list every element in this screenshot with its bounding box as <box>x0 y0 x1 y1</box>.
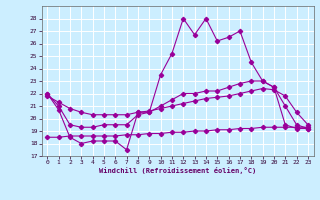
X-axis label: Windchill (Refroidissement éolien,°C): Windchill (Refroidissement éolien,°C) <box>99 167 256 174</box>
